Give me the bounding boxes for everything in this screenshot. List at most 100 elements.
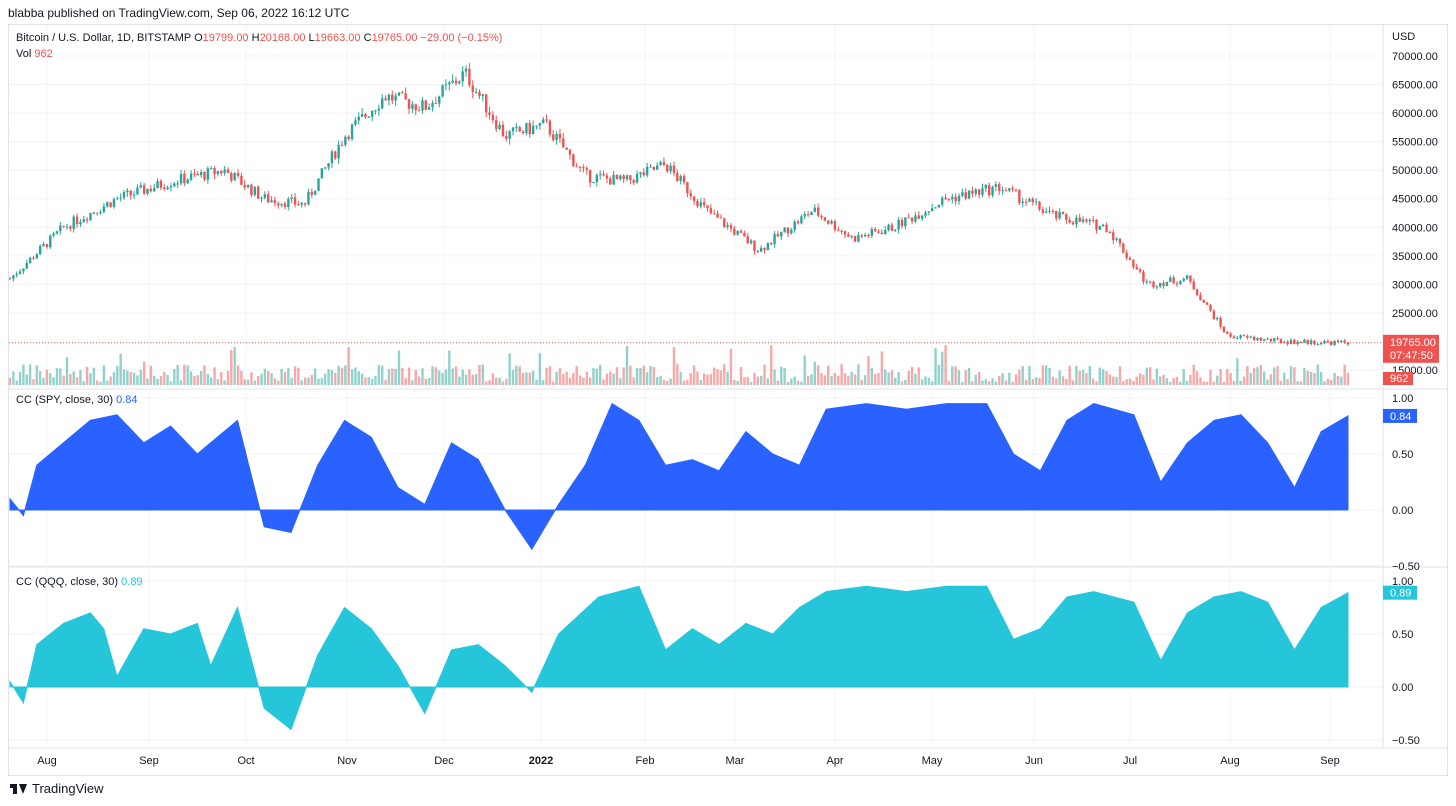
candle-body [837,229,840,231]
candle-body [515,127,518,129]
volume-bar [357,371,360,385]
volume-bar [129,372,132,385]
volume-bar [85,366,89,385]
volume-bar [723,364,726,385]
volume-bar [126,370,129,385]
candle-body [652,166,656,170]
volume-bar [713,367,716,385]
volume-bar [1289,366,1293,385]
volume-bar [1299,381,1303,385]
volume-bar [95,380,99,385]
volume-bar [947,380,951,385]
volume-bar [8,377,12,385]
volume-bar [263,368,267,385]
candle-body [887,224,890,231]
volume-bar [327,369,330,385]
candle-body [702,202,706,206]
volume-bar [545,367,548,385]
volume-bar [1068,365,1071,385]
volume-bar [729,348,733,385]
volume-bar [1222,381,1226,385]
volume-bar [163,372,166,385]
volume-bar [454,366,458,385]
volume-bar [464,374,468,385]
candle-body [1343,340,1346,343]
candle-body [119,197,122,199]
last-price-label: 19765.00 [1390,337,1436,349]
candle-body [786,227,790,234]
candle-body [461,71,464,82]
volume-bar [38,371,42,385]
candle-body [226,169,230,174]
volume-bar [971,381,974,385]
price-tick-label: 35000.00 [1392,251,1438,263]
candle-body [853,236,857,242]
candle-body [310,191,314,195]
candle-body [1148,281,1152,283]
volume-bar [1266,379,1269,385]
volume-bar [830,376,833,385]
candle-body [448,82,451,85]
candle-body [283,203,287,208]
candle-body [397,92,401,96]
volume-bar [1014,374,1018,385]
volume-bar [833,372,837,385]
candle-body [884,230,887,235]
volume-bar [471,374,474,385]
volume-bar [397,350,401,385]
candle-body [753,240,756,251]
volume-bar [1088,365,1091,385]
candle-body [726,225,729,227]
volume-bar [803,355,806,385]
candle-body [880,232,884,235]
volume-bar [193,375,196,385]
volume-bar [119,353,122,385]
volume-bar [1219,369,1222,385]
volume-bar [458,376,461,385]
volume-bar [924,376,927,385]
volume-bar [45,369,49,385]
candle-body [240,175,243,185]
candle-body [666,164,669,172]
candle-body [300,203,303,205]
candle-body [106,202,109,207]
volume-bar [1034,377,1038,385]
candle-body [220,170,223,174]
candle-body [484,94,488,113]
candle-body [910,217,914,222]
candle-body [890,224,894,231]
time-tick-label: Apr [826,755,843,767]
volume-bar [488,380,491,385]
candle-body [468,68,471,86]
volume-bar [297,367,300,385]
volume-label: Vol [16,48,32,60]
candle-body [672,165,676,173]
candle-body [1269,338,1273,342]
candle-body [525,123,528,133]
volume-bar [575,366,578,385]
candle-body [1155,286,1159,288]
volume-bar [1346,372,1350,385]
volume-bar [1175,376,1179,385]
volume-bar [763,364,766,385]
candle-body [612,174,615,185]
volume-bar [585,371,588,385]
volume-bar [176,364,179,385]
candle-body [159,180,163,188]
volume-bar [169,381,173,385]
tradingview-brand[interactable]: TradingView [10,781,104,796]
volume-bar [967,367,971,385]
volume-bar [1075,365,1078,385]
volume-bar [964,370,967,385]
candle-body [1340,340,1343,343]
candle-body [759,247,763,252]
volume-bar [196,374,199,385]
candle-body [873,228,877,232]
candle-body [505,136,508,139]
volume-bar [102,365,106,385]
volume-bar [1112,376,1115,385]
candle-body [615,174,619,180]
candle-body [491,114,495,121]
spy-value: 0.84 [116,394,138,406]
